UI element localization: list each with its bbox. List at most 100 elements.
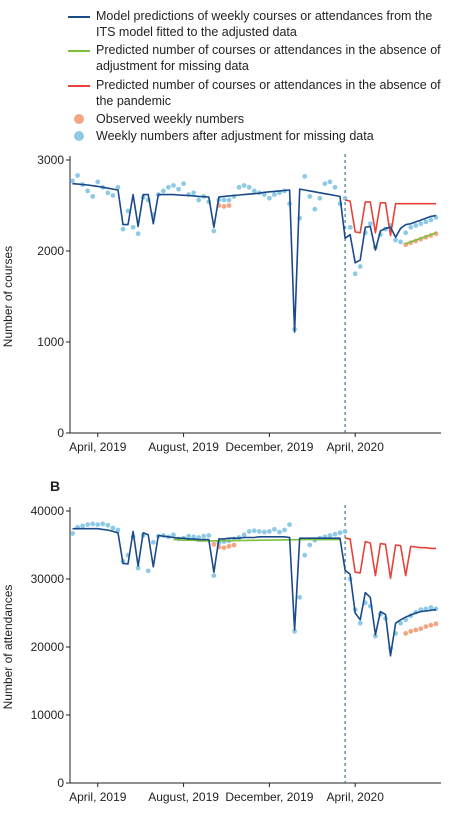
charta-adjusted-point (241, 183, 247, 188)
charta-adjusted-point (251, 188, 257, 194)
charta-adjusted-point (125, 208, 131, 214)
charta-adjusted-point (347, 224, 353, 230)
charta-adjusted-point (423, 219, 429, 225)
chartb-y-tick-label: 10000 (31, 708, 65, 722)
chartb-adjusted-point (206, 533, 212, 538)
chartb-adjusted-point (256, 529, 262, 534)
chartb-y-tick-label: 40000 (31, 504, 65, 518)
chartb-adjusted-point (90, 521, 96, 527)
chartb-adjusted-point (186, 533, 192, 539)
charta-adjusted-point (166, 184, 171, 190)
charta-adjusted-point (367, 221, 373, 227)
chartb-adjusted-point (201, 533, 207, 539)
chartb-y-tick-label: 30000 (31, 572, 65, 586)
charta-adjusted-point (327, 179, 333, 185)
charta-adjusted-point (171, 183, 176, 188)
charta-adjusted-point (115, 184, 121, 190)
chartb-observed-point (231, 542, 237, 548)
chartb-x-tick-label: August, 2019 (148, 790, 219, 804)
courses-chart: 0 1000 2000 3000 April, 2019 August, 2019 Dece… (1, 153, 441, 454)
legend-swatch-observed (74, 114, 84, 124)
charta-adjusted-point (408, 224, 414, 230)
charta-adjusted-point (317, 195, 323, 201)
charta-no_adjustment-line (405, 232, 437, 245)
chartb-observed-point (226, 543, 232, 549)
legend-item-model: Model predictions of weekly courses or a… (68, 8, 438, 40)
chartb-adjusted-point (105, 522, 111, 528)
chartb-adjusted-point (428, 605, 434, 610)
legend-label-observed: Observed weekly numbers (96, 112, 244, 126)
legend-label-no-adjustment: Predicted number of courses or attendanc… (96, 43, 441, 73)
charta-adjusted-point (110, 193, 116, 198)
chartb-adjusted-point (115, 527, 121, 533)
chartb-adjusted-point (332, 531, 338, 537)
charta-adjusted-point (196, 197, 202, 203)
chartb-adjusted-point (251, 528, 257, 534)
chartb-counterfactual-line (344, 537, 436, 580)
chartb-adjusted-point (277, 529, 282, 535)
chartb-adjusted-point (100, 521, 106, 527)
charta-y-axis-label: Number of courses (1, 246, 15, 347)
charta-y-tick-label: 1000 (37, 335, 64, 349)
chartb-adjusted-point (135, 565, 141, 571)
chartb-observed-point (433, 621, 439, 627)
charta-adjusted-point (393, 237, 398, 243)
charta-adjusted-point (312, 206, 318, 212)
legend-swatch-no-adjustment (68, 50, 90, 52)
charta-adjusted-point (75, 173, 80, 178)
chartb-adjusted-point (342, 529, 348, 534)
charta-adjusted-point (191, 190, 197, 196)
chartb-x-tick-label: April, 2019 (69, 790, 127, 804)
charta-adjusted-point (221, 197, 227, 203)
chartb-adjusted-point (261, 529, 267, 535)
legend-item-counterfactual: Predicted number of courses or attendanc… (68, 77, 441, 109)
chartb-adjusted-point (327, 533, 333, 538)
chartb-observed-point (413, 627, 419, 633)
chartb-adjusted-point (307, 542, 313, 548)
chartb-adjusted-point (85, 522, 91, 527)
charta-y-tick-label: 0 (57, 426, 64, 440)
chartb-adjusted-point (357, 620, 363, 626)
legend-swatch-model (68, 16, 90, 18)
charta-adjusted-point (85, 188, 91, 194)
charta-adjusted-point (398, 239, 404, 245)
chart-legend: Model predictions of weekly courses or a… (0, 0, 449, 150)
chartb-observed-point (403, 631, 409, 636)
charta-adjusted-point (322, 181, 328, 187)
chartb-adjusted-point (191, 534, 197, 540)
legend-label-model: Model predictions of weekly courses or a… (96, 9, 433, 39)
panel-label-b: B (50, 478, 61, 494)
charta-adjusted-point (246, 184, 252, 190)
chartb-adjusted-point (372, 633, 378, 639)
charta-observed-point (226, 203, 232, 208)
legend-swatch-counterfactual (68, 85, 90, 87)
charta-x-tick-label: April, 2020 (327, 440, 385, 454)
chartb-x-tick-label: April, 2020 (327, 790, 385, 804)
charta-x-tick-label: April, 2019 (69, 440, 127, 454)
charta-counterfactual-line (344, 199, 436, 237)
chartb-no_adjustment-line (173, 538, 340, 542)
charta-adjusted-point (90, 194, 96, 199)
charta-observed-point (221, 204, 227, 209)
charta-adjusted-point (226, 197, 232, 203)
legend-swatch-adjusted (74, 131, 84, 141)
chartb-adjusted-point (266, 529, 272, 534)
charta-adjusted-point (160, 188, 166, 194)
charta-adjusted-point (352, 271, 358, 277)
charta-x-tick-label: August, 2019 (148, 440, 219, 454)
chartb-observed-point (221, 545, 227, 551)
charta-adjusted-point (176, 186, 181, 192)
charta-adjusted-point (236, 184, 242, 190)
chartb-adjusted-point (297, 594, 303, 600)
chartb-adjusted-point (272, 526, 277, 532)
chartb-adjusted-point (398, 620, 404, 626)
chartb-adjusted-point (211, 573, 217, 578)
charta-adjusted-point (266, 195, 272, 201)
chartb-adjusted-point (150, 539, 156, 545)
charta-model-line (72, 182, 437, 333)
charta-adjusted-point (105, 190, 111, 196)
chartb-adjusted-point (70, 531, 75, 536)
charta-adjusted-point (135, 231, 141, 237)
legend-item-adjusted: Weekly numbers after adjustment for miss… (68, 128, 438, 144)
chartb-observed-point (408, 628, 414, 634)
